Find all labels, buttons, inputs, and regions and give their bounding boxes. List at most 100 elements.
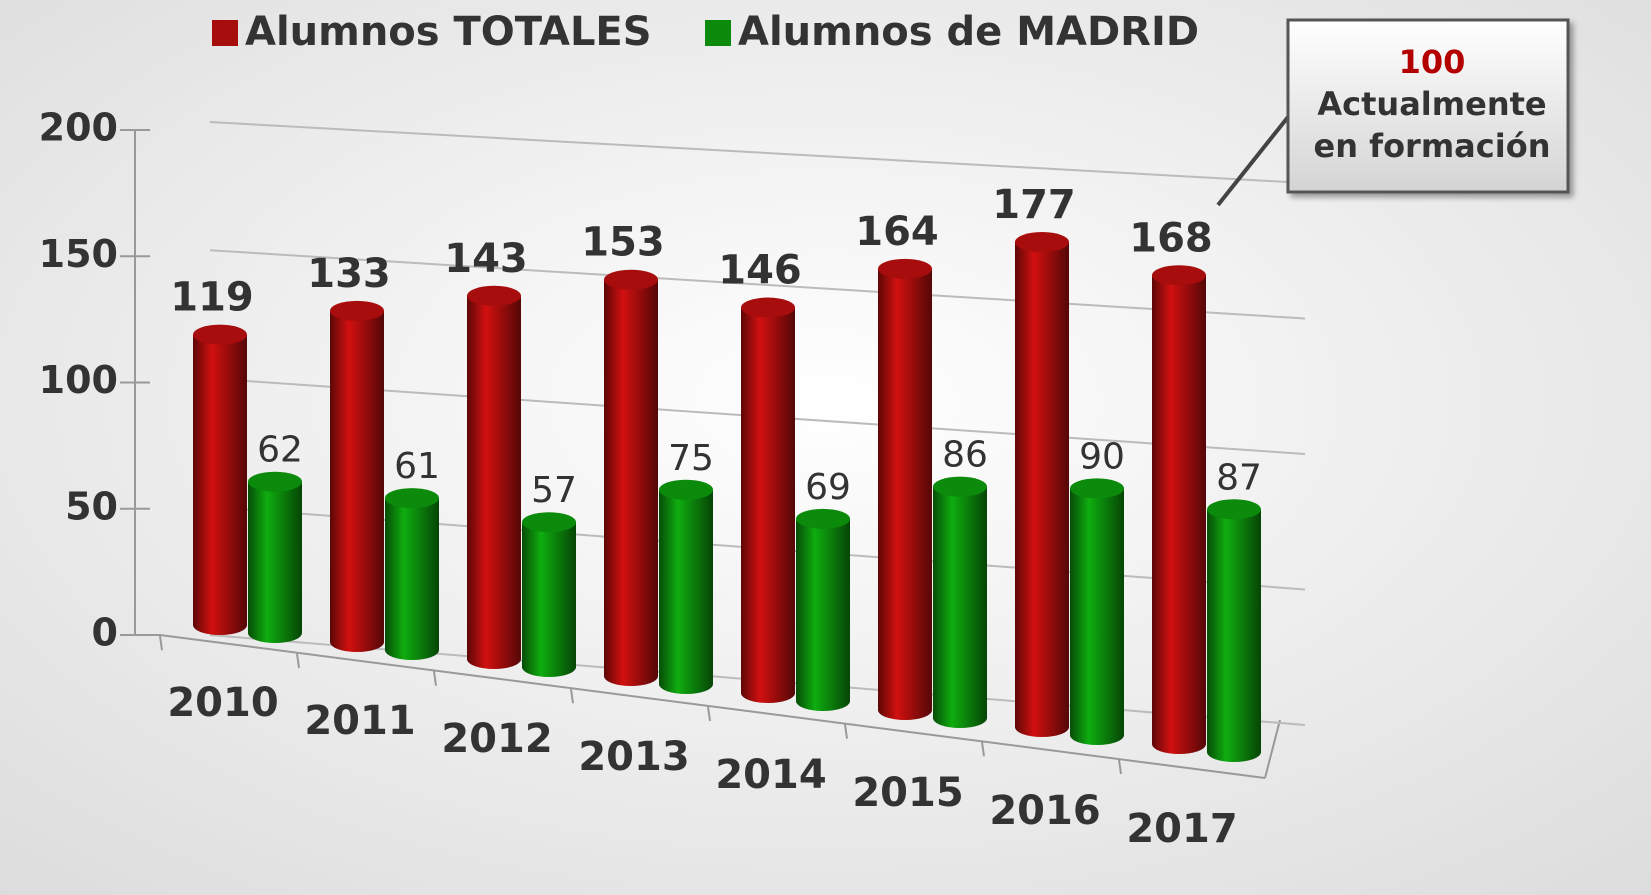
bar [659,479,713,694]
bar [878,258,932,720]
bar [1015,232,1069,737]
bar-body [1152,275,1206,744]
value-label: 177 [992,182,1076,228]
bar [1070,478,1124,745]
x-tick [159,635,163,651]
bar-top [741,297,795,318]
x-tick-label: 2016 [989,788,1100,834]
y-tick-label: 150 [39,232,118,276]
legend-label: Alumnos de MADRID [738,9,1199,55]
value-label: 143 [444,236,528,282]
bar-body [933,486,987,718]
grid-line [209,249,1306,320]
side-edge [1264,719,1281,779]
value-label: 61 [394,446,440,487]
bar [248,471,302,643]
bar-body [193,334,247,625]
bar [193,324,247,635]
callout-text: Actualmente [1317,85,1546,123]
value-label: 168 [1129,215,1213,261]
bar-top [1015,232,1069,253]
x-tick-label: 2011 [304,698,415,744]
value-label: 62 [257,430,303,471]
bar-body [1070,488,1124,735]
legend-label: Alumnos TOTALES [245,9,652,55]
value-label: 87 [1216,457,1262,498]
bar-body [1207,509,1261,752]
legend-swatch [212,20,238,46]
bar-body [385,498,439,650]
x-tick-label: 2015 [852,770,963,816]
bar [1152,265,1206,754]
bar [1207,499,1261,762]
legend-swatch [705,20,731,46]
bar-body [248,481,302,633]
bar-top [1152,265,1206,286]
y-tick-label: 100 [39,358,118,402]
value-label: 69 [805,467,851,508]
bar-top [522,512,576,533]
x-tick [844,724,848,739]
callout-line [1216,110,1294,207]
bar-top [385,488,439,509]
y-tick-label: 200 [39,106,118,150]
callout-text: en formación [1314,127,1551,165]
bar [796,508,850,711]
value-label: 153 [581,220,665,266]
value-label: 119 [170,275,254,321]
bar [522,512,576,677]
bar [385,488,439,660]
callout-value: 100 [1399,43,1466,81]
value-label: 90 [1079,436,1125,477]
value-label: 164 [855,209,939,255]
x-tick-label: 2014 [715,752,826,798]
bar-body [878,268,932,710]
bar-body [1015,242,1069,727]
annotation: 100 Actualmente en formación [1216,18,1570,207]
y-tick-label: 0 [92,611,118,655]
bar [933,476,987,728]
bar-top [1207,499,1261,520]
bar-body [659,489,713,684]
bar [330,300,384,652]
floor-edge [159,634,1266,779]
x-tick-label: 2013 [578,734,689,780]
value-label: 86 [942,435,988,476]
x-tick [296,653,300,669]
bar-top [878,258,932,279]
bar-body [604,279,658,676]
callout-box [1286,18,1570,194]
x-tick-label: 2012 [441,716,552,762]
bar-top [193,324,247,345]
bar-top [248,471,302,492]
bar-top [1070,478,1124,499]
bar-top [796,508,850,529]
bar [741,297,795,703]
bar-body [741,307,795,693]
bar-body [796,518,850,701]
bar-top [659,479,713,500]
x-tick-label: 2010 [167,680,278,726]
bar-top [330,300,384,321]
bar-top [604,269,658,290]
bar-top [467,285,521,306]
x-tick [981,741,985,757]
value-label: 133 [307,251,391,297]
x-tick [1118,759,1122,775]
x-tick [433,671,437,686]
bar-top [933,476,987,497]
bar-body [467,295,521,659]
bar-body [330,310,384,642]
grid-line [209,121,1306,184]
x-tick [570,688,574,704]
x-tick-label: 2017 [1126,806,1237,852]
value-label: 146 [718,248,802,294]
y-tick-label: 50 [65,484,118,528]
value-label: 57 [531,470,577,511]
bar [467,285,521,669]
x-tick [707,706,711,722]
bar-body [522,522,576,667]
value-label: 75 [668,438,714,479]
